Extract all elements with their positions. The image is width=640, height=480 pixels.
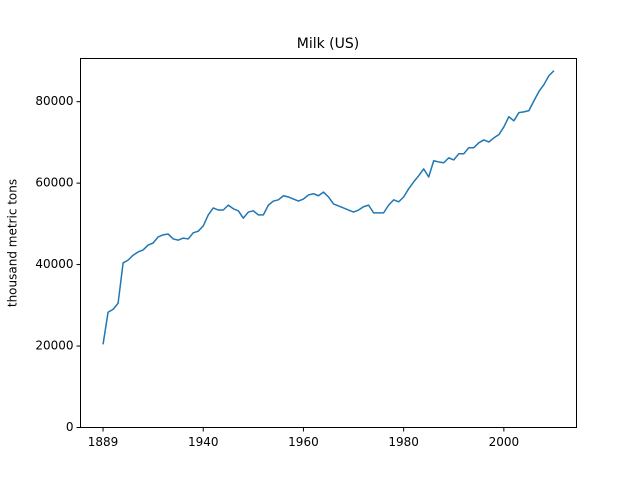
axes-frame [80, 58, 577, 428]
chart-title: Milk (US) [297, 36, 359, 52]
y-tick-label: 0 [66, 420, 74, 434]
x-tick-label: 2000 [489, 435, 520, 449]
line [102, 70, 555, 345]
y-tick-label: 20000 [35, 339, 73, 353]
y-axis-label: thousand metric tons [6, 179, 20, 307]
y-tick-label: 80000 [35, 94, 73, 108]
x-tick-label: 1980 [388, 435, 419, 449]
x-tick-label: 1940 [188, 435, 219, 449]
x-tick-label: 1960 [288, 435, 319, 449]
y-tick-label: 40000 [35, 257, 73, 271]
y-tick-label: 60000 [35, 176, 73, 190]
x-tick-label: 1889 [88, 435, 119, 449]
